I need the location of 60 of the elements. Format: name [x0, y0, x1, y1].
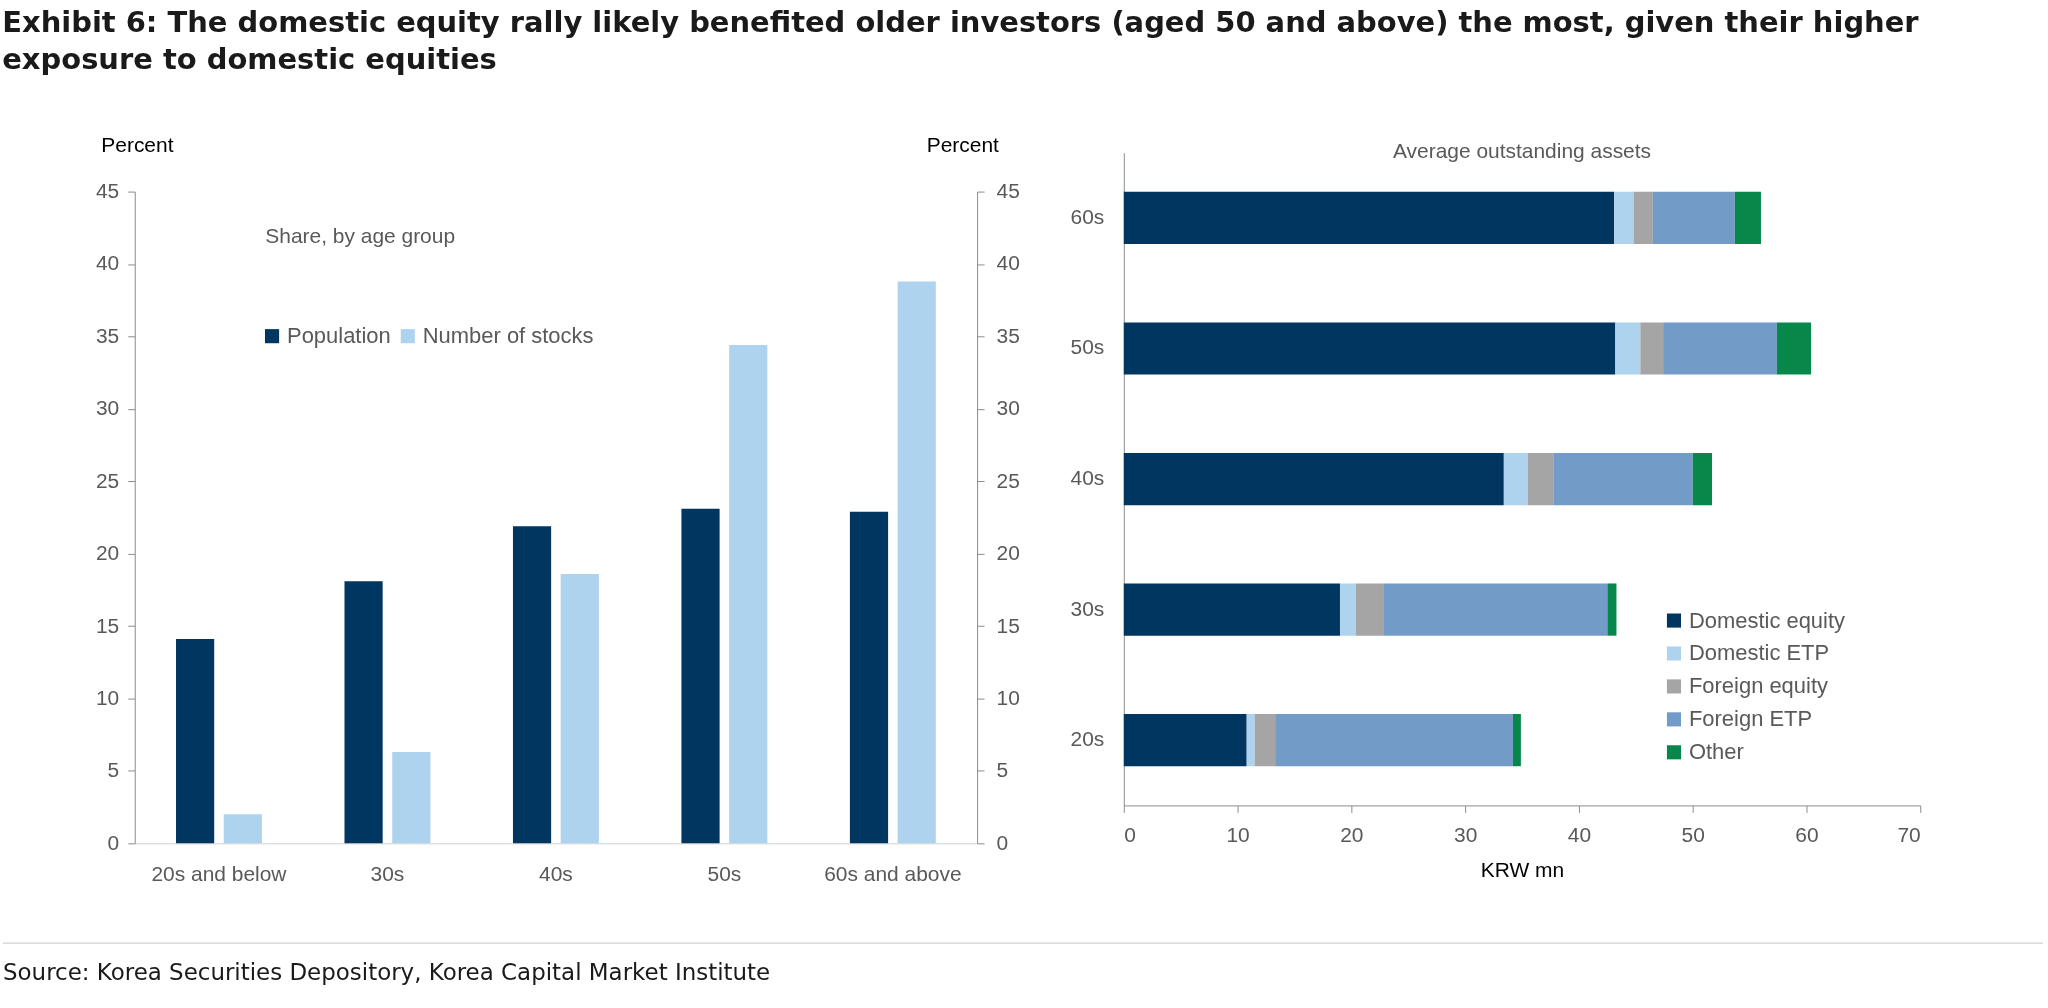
- bar: [729, 345, 768, 844]
- y2-tick-label: 25: [996, 468, 1020, 492]
- y-tick-label: 15: [95, 613, 120, 637]
- x-tick-label: 60: [1795, 822, 1819, 846]
- y2-tick-label: 35: [996, 323, 1020, 347]
- bar: [897, 281, 936, 844]
- x-tick-label: 0: [1124, 822, 1136, 846]
- bar: [560, 573, 599, 844]
- y2-tick-label: 5: [996, 758, 1009, 782]
- x-tick-label: 30: [1453, 822, 1478, 846]
- x-tick-label: 40: [1567, 822, 1592, 846]
- y-tick-label: 50s: [1070, 335, 1105, 359]
- x-tick-label: 20s and below: [151, 861, 288, 885]
- legend-label: Foreign equity: [1688, 673, 1828, 699]
- legend-label: Population: [287, 323, 391, 349]
- y-tick-label: 20: [95, 541, 120, 565]
- x-tick-label: 30s: [370, 861, 405, 885]
- legend-label: Foreign ETP: [1688, 706, 1813, 732]
- x-tick-label: 40s: [539, 861, 573, 885]
- legend-label: Domestic ETP: [1688, 640, 1830, 666]
- annotation: Share, by age group: [265, 224, 456, 248]
- y2-tick-label: 15: [996, 613, 1020, 637]
- y2-tick-label: 30: [996, 396, 1020, 420]
- chart-title: Average outstanding assets: [1393, 138, 1652, 162]
- bar: [176, 639, 215, 844]
- legend-label: Number of stocks: [422, 323, 594, 349]
- y2-tick-label: 20: [996, 541, 1020, 565]
- bar: [681, 508, 720, 844]
- source-note: Source: Korea Securities Depository, Korea Capital Market Institute: [2, 959, 771, 986]
- y-tick-label: 20s: [1070, 727, 1105, 751]
- bar: [512, 526, 552, 844]
- y-tick-label: 10: [95, 685, 120, 709]
- bar: [392, 752, 431, 844]
- y-tick-label: 60s: [1070, 204, 1105, 228]
- y-tick-label: 30s: [1070, 596, 1105, 620]
- y-tick-label: 5: [107, 758, 120, 782]
- y2-tick-label: 10: [996, 685, 1020, 709]
- y-tick-label: 45: [95, 179, 120, 203]
- x-axis-title: KRW mn: [1480, 857, 1565, 881]
- y-tick-label: 35: [95, 323, 120, 347]
- y-tick-label: 25: [95, 468, 120, 492]
- y-tick-label: 30: [95, 396, 120, 420]
- y2-tick-label: 45: [996, 179, 1020, 203]
- x-tick-label: 50: [1681, 822, 1705, 846]
- legend-label: Other: [1688, 739, 1744, 765]
- legend-label: Domestic equity: [1688, 607, 1846, 633]
- y2-axis-title: Percent: [926, 133, 1000, 157]
- bar: [344, 581, 383, 844]
- bar: [849, 511, 889, 844]
- x-tick-label: 70: [1897, 822, 1921, 846]
- x-tick-label: 60s and above: [824, 861, 962, 885]
- x-tick-label: 50s: [707, 861, 742, 885]
- bar: [223, 814, 262, 844]
- x-tick-label: 20: [1340, 822, 1364, 846]
- y2-tick-label: 40: [996, 251, 1020, 275]
- x-tick-label: 10: [1226, 822, 1250, 846]
- y-tick-label: 40: [95, 251, 120, 275]
- y-axis-title: Percent: [101, 133, 174, 157]
- y-tick-label: 40s: [1070, 466, 1105, 490]
- chart-title: Exhibit 6: The domestic equity rally likely benefited older investors (aged 50 and above) the most, given their higher exposure to domestic equities: [2, 4, 1920, 76]
